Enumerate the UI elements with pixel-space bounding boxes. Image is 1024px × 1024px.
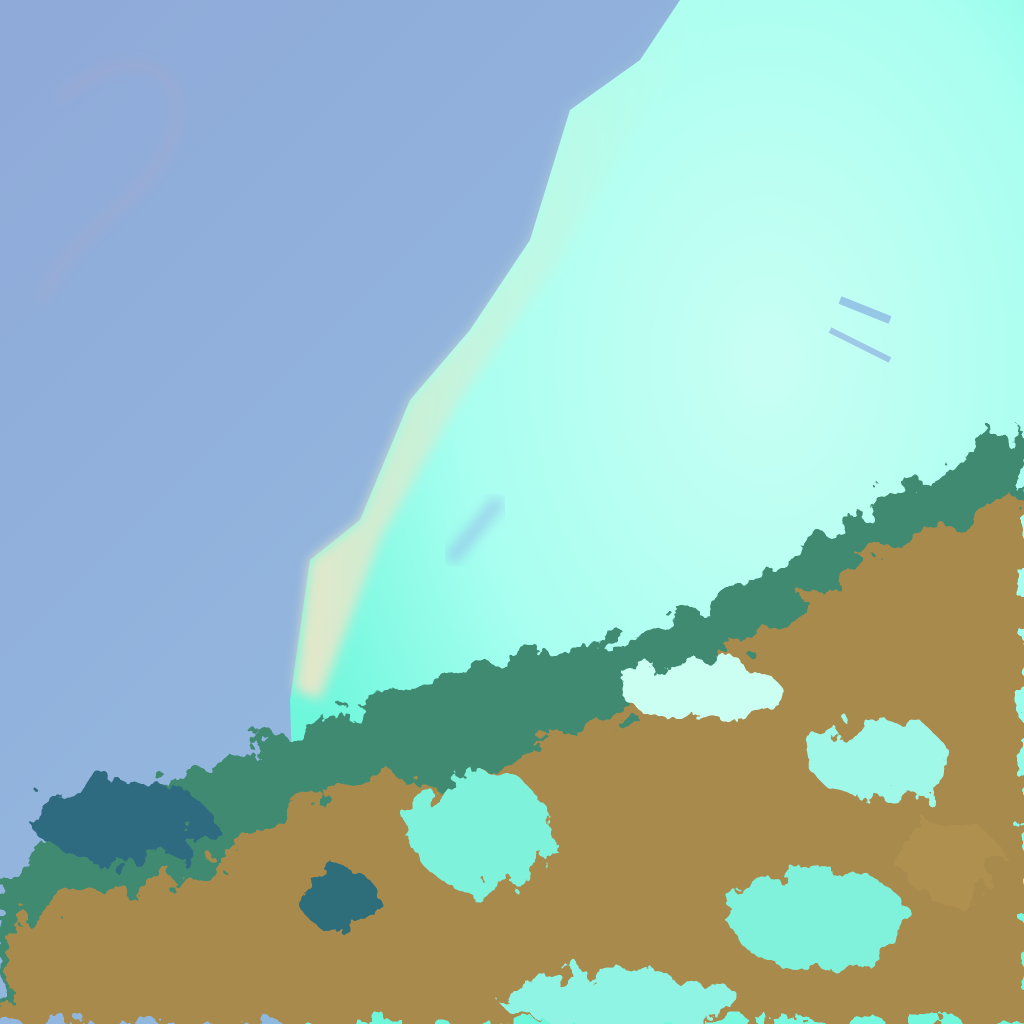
cloud-shadow-streaks — [444, 296, 892, 565]
land-region — [0, 430, 1024, 1024]
ocean-swirl — [38, 63, 179, 301]
cloud-edge — [295, 0, 720, 700]
